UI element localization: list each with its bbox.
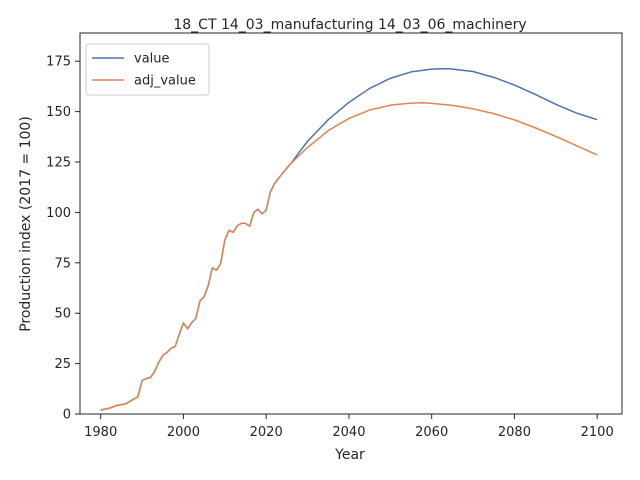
y-tick-label: 0 [63,408,71,423]
x-tick-label: 2080 [498,425,531,440]
x-tick-label: 2100 [581,425,614,440]
y-axis-label: Production index (2017 = 100) [18,116,34,332]
y-tick-label: 150 [46,105,71,120]
y-tick-label: 175 [46,55,71,70]
x-tick-label: 2060 [415,425,448,440]
series-line-value [100,67,598,411]
x-axis: 1980 2000 2020 2040 2060 2080 2100 [84,414,614,440]
y-tick-label: 75 [54,256,71,271]
plot-series [100,67,598,411]
y-tick-label: 50 [54,307,71,322]
chart-title: 18_CT 14_03_manufacturing 14_03_06_machi… [173,17,526,33]
y-tick-label: 100 [46,206,71,221]
x-tick-label: 2000 [167,425,200,440]
y-tick-label: 125 [46,156,71,171]
legend-box [85,43,210,96]
x-tick-label: 1980 [84,425,117,440]
legend-label-value: value [134,52,170,67]
x-tick-label: 2040 [332,425,365,440]
legend: value adj_value [85,43,210,96]
series-line-adj_value [100,102,598,411]
x-axis-label: Year [334,447,365,463]
legend-label-adj_value: adj_value [134,74,196,89]
x-tick-label: 2020 [250,425,283,440]
plot-frame [79,32,623,415]
y-tick-label: 25 [54,357,71,372]
y-axis: 0 25 50 75 100 125 150 175 [46,55,80,423]
